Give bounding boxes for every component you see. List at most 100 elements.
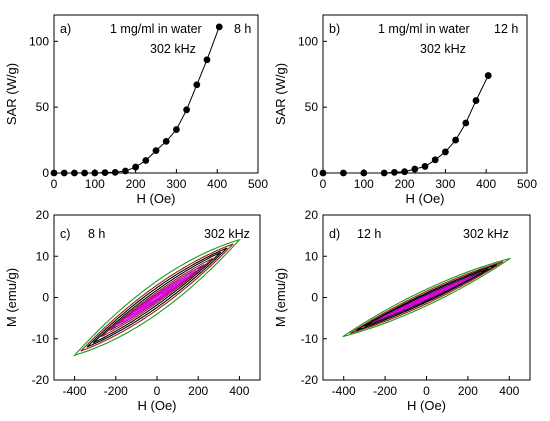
y-tick-label: -10 xyxy=(301,332,319,346)
y-tick-label: 20 xyxy=(36,208,50,222)
data-point xyxy=(452,136,459,144)
data-point xyxy=(132,163,140,171)
y-tick-label: 50 xyxy=(305,100,319,114)
annotation-time: 8 h xyxy=(88,227,105,241)
y-tick-label: 0 xyxy=(311,166,318,180)
x-tick-label: 200 xyxy=(395,177,415,191)
data-point xyxy=(173,126,180,133)
x-tick-label: 500 xyxy=(248,177,268,191)
x-tick-label: 100 xyxy=(354,177,374,191)
panel-3: -400 -200 0 200 400 -20 -10 0 10 20 H (Oe) M (emu/g… xyxy=(273,208,531,413)
x-tick-label: 300 xyxy=(166,177,186,191)
hysteresis-loop-0 xyxy=(72,238,242,357)
x-tick-label: 500 xyxy=(517,177,537,191)
data-point xyxy=(60,169,68,177)
data-point xyxy=(340,169,347,177)
x-tick-label: -400 xyxy=(332,384,356,398)
x-axis-label: H (Oe) xyxy=(138,398,177,413)
x-tick-label: 100 xyxy=(85,177,105,191)
panel-0: 0 100 200 300 400 500 0 50 100 H (Oe) SAR (W/g) a) 1… xyxy=(4,14,268,206)
data-point xyxy=(193,81,201,89)
data-point xyxy=(162,138,170,145)
hysteresis-loop-1 xyxy=(80,243,234,352)
data-point xyxy=(391,168,398,176)
plot-frame xyxy=(53,14,259,174)
x-tick-label: 300 xyxy=(435,177,455,191)
hysteresis-loop-8 xyxy=(134,282,180,313)
panel-2: -400 -200 0 200 400 -20 -10 0 10 20 H (Oe) M (emu/g… xyxy=(4,208,261,413)
y-tick-label: 0 xyxy=(42,166,49,180)
x-axis-label: H (Oe) xyxy=(406,191,445,206)
x-axis-label: H (Oe) xyxy=(137,191,176,206)
data-point xyxy=(122,167,129,175)
y-tick-label: 0 xyxy=(42,291,49,305)
data-point xyxy=(183,106,191,114)
data-point xyxy=(71,169,78,177)
y-tick-label: 100 xyxy=(29,34,49,48)
annotation-freq: 302 kHz xyxy=(204,227,250,241)
data-point xyxy=(319,169,327,177)
data-point xyxy=(472,97,480,104)
data-point xyxy=(360,169,368,177)
data-point xyxy=(203,56,211,64)
data-point xyxy=(401,168,408,176)
x-tick-label: 400 xyxy=(499,384,519,398)
x-tick-label: 0 xyxy=(51,177,58,191)
y-tick-label: 0 xyxy=(311,291,318,305)
annotation-freq: 302 kHz xyxy=(463,227,509,241)
plot-frame xyxy=(322,14,528,174)
panel-1: 0 100 200 300 400 500 0 50 100 H (Oe) SAR (W/g) b) 1… xyxy=(273,14,537,206)
hysteresis-loop-2 xyxy=(86,247,228,348)
data-point xyxy=(462,119,470,127)
annotation-freq: 302 kHz xyxy=(420,42,466,56)
x-tick-label: 0 xyxy=(320,177,327,191)
x-tick-label: 400 xyxy=(476,177,496,191)
panel-label: d) xyxy=(329,227,340,241)
data-point xyxy=(111,168,119,176)
x-tick-label: 400 xyxy=(207,177,227,191)
data-point xyxy=(215,23,223,31)
x-tick-label: 0 xyxy=(154,384,161,398)
x-tick-label: 200 xyxy=(188,384,208,398)
y-tick-label: 50 xyxy=(36,100,50,114)
y-tick-label: 10 xyxy=(36,249,50,263)
y-axis-label: M (emu/g) xyxy=(273,268,288,327)
data-point xyxy=(91,169,99,177)
data-point xyxy=(152,147,160,155)
data-point xyxy=(421,163,429,170)
annotation-time: 12 h xyxy=(494,22,518,36)
y-tick-label: 100 xyxy=(298,34,318,48)
x-tick-label: 200 xyxy=(126,177,146,191)
x-tick-label: -200 xyxy=(373,384,397,398)
x-tick-label: 200 xyxy=(458,384,478,398)
y-tick-label: 20 xyxy=(305,208,319,222)
y-axis-label: M (emu/g) xyxy=(4,268,19,327)
y-axis-label: SAR (W/g) xyxy=(4,63,19,125)
hysteresis-loop-4 xyxy=(101,257,213,338)
hysteresis-loop-2 xyxy=(355,263,498,332)
hysteresis-loop-4 xyxy=(372,272,481,323)
annotation-freq: 302 kHz xyxy=(150,42,196,56)
hysteresis-loop-5 xyxy=(109,264,205,331)
annotation-time: 12 h xyxy=(357,227,381,241)
data-point xyxy=(380,169,388,177)
x-tick-label: 0 xyxy=(423,384,430,398)
hysteresis-loop-3 xyxy=(364,268,489,327)
data-point xyxy=(431,156,439,164)
y-tick-label: 10 xyxy=(305,249,319,263)
y-tick-label: -20 xyxy=(301,373,319,387)
hysteresis-loop-3 xyxy=(92,251,222,344)
hysteresis-loop-1 xyxy=(349,261,504,334)
y-axis-label: SAR (W/g) xyxy=(273,63,288,125)
x-axis-label: H (Oe) xyxy=(407,398,446,413)
panel-label: c) xyxy=(60,227,70,241)
y-tick-label: -10 xyxy=(32,332,50,346)
panel-label: b) xyxy=(329,22,340,36)
x-tick-label: 400 xyxy=(229,384,249,398)
x-tick-label: -400 xyxy=(63,384,87,398)
y-tick-label: -20 xyxy=(32,373,50,387)
annotation-sample: 1 mg/ml in water xyxy=(110,22,202,36)
annotation-time: 8 h xyxy=(234,22,251,36)
data-point xyxy=(442,148,449,156)
data-point xyxy=(50,169,58,177)
